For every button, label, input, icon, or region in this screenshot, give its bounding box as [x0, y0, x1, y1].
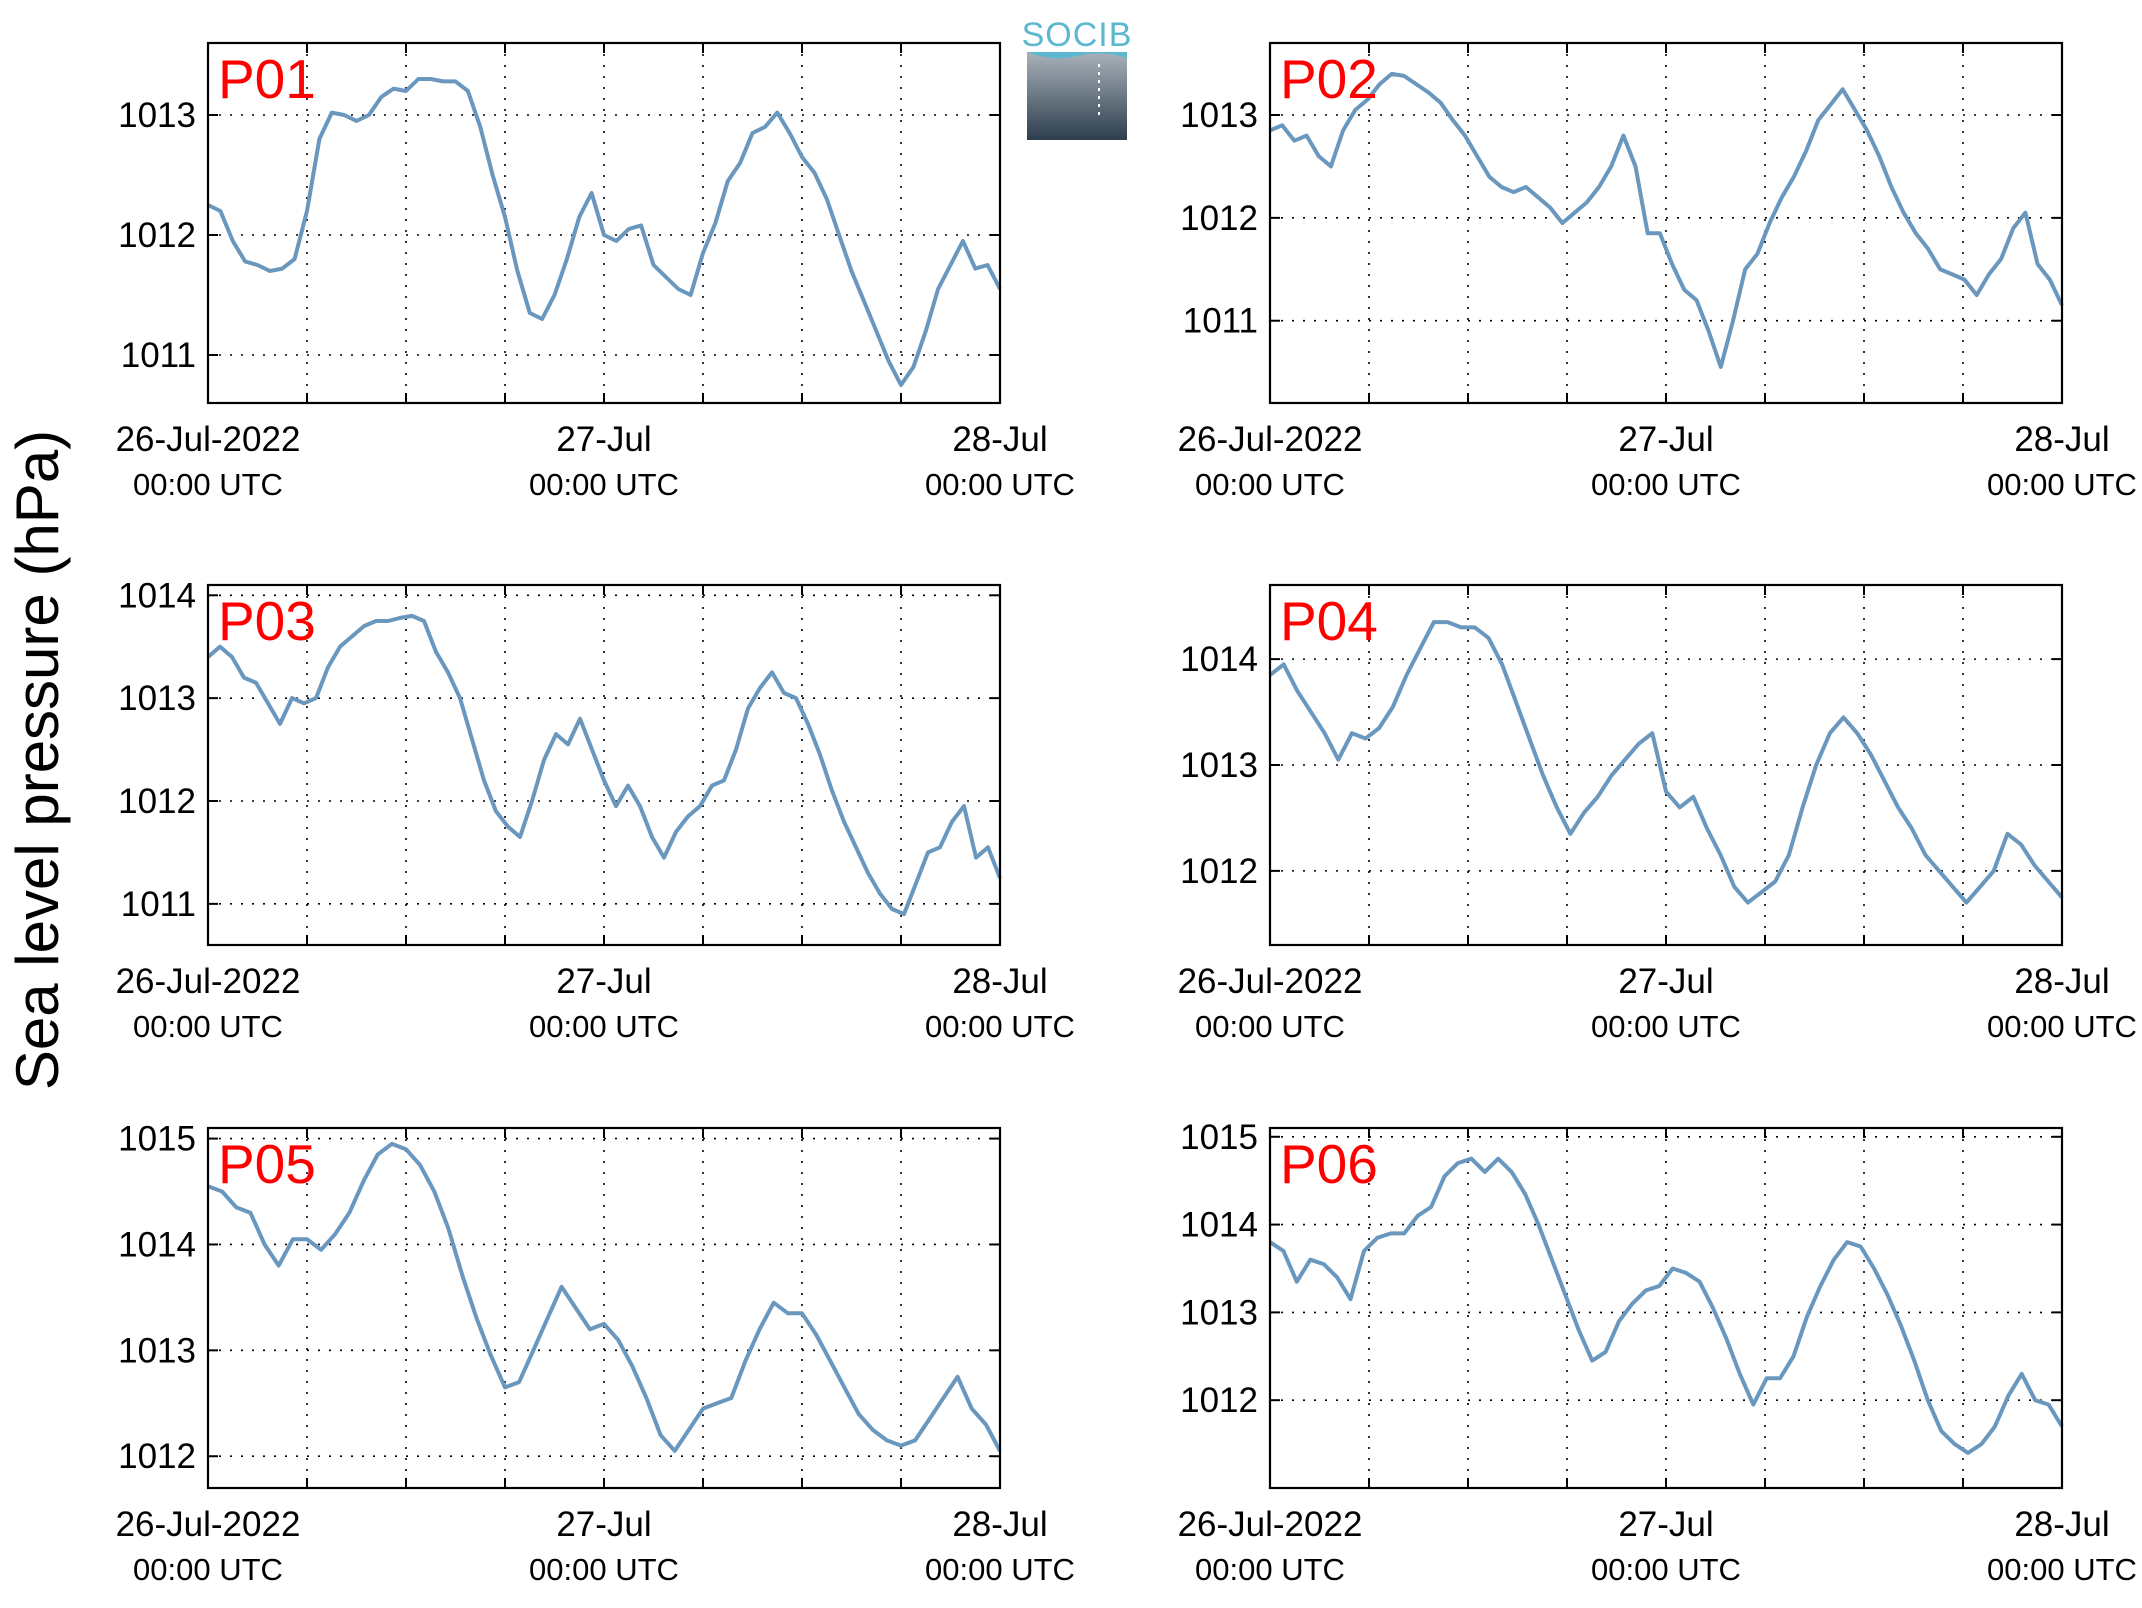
axes-frame — [206, 41, 1002, 405]
x-tick-label: 26-Jul-2022 — [116, 962, 301, 1001]
y-tick-label: 1013 — [1180, 96, 1258, 135]
y-tick-label: 1014 — [1180, 1206, 1258, 1245]
logo-wave — [1027, 52, 1127, 59]
y-tick-label: 1012 — [118, 1437, 196, 1476]
x-tick-label: 26-Jul-2022 — [116, 420, 301, 459]
panel-label: P03 — [218, 590, 316, 652]
x-tick-sublabel: 00:00 UTC — [1987, 467, 2137, 502]
y-tick-label: 1012 — [1180, 852, 1258, 891]
logo-block — [1027, 52, 1127, 140]
x-tick-label: 27-Jul — [1618, 420, 1713, 459]
series-line — [1268, 620, 2064, 905]
panel-label: P05 — [218, 1133, 316, 1195]
x-tick-label: 28-Jul — [952, 420, 1047, 459]
panel-label: P01 — [218, 48, 316, 110]
axes-frame — [206, 583, 1002, 947]
y-tick-label: 1013 — [1180, 1293, 1258, 1332]
panel-p01: 1011 1012 1013 P01 26-Jul-2022 00:00 UTC 27-Ju… — [116, 41, 1075, 502]
x-tick-label: 27-Jul — [1618, 962, 1713, 1001]
x-tick-label: 27-Jul — [556, 420, 651, 459]
y-tick-label: 1015 — [118, 1120, 196, 1159]
panel-p05: 1012 1013 1014 1015 P05 26-Jul-2022 00:00 UTC 2… — [116, 1120, 1075, 1587]
series-line — [207, 1141, 1002, 1453]
x-tick-sublabel: 00:00 UTC — [1591, 467, 1741, 502]
x-tick-label: 27-Jul — [556, 962, 651, 1001]
x-tick-label: 27-Jul — [1618, 1505, 1713, 1544]
series-line — [1269, 71, 2064, 369]
x-tick-label: 26-Jul-2022 — [1178, 1505, 1363, 1544]
panel-label: P02 — [1280, 48, 1378, 110]
panel-p02: 1011 1012 1013 P02 26-Jul-2022 00:00 UTC 27-Ju… — [1178, 41, 2137, 502]
y-tick-label: 1014 — [118, 576, 196, 615]
panel-p04: 1012 1013 1014 P04 26-Jul-2022 00:00 UTC 27-Ju… — [1178, 583, 2137, 1044]
x-tick-sublabel: 00:00 UTC — [1195, 467, 1345, 502]
x-tick-sublabel: 00:00 UTC — [529, 467, 679, 502]
x-tick-label: 26-Jul-2022 — [116, 1505, 301, 1544]
series-line — [207, 77, 1002, 387]
y-tick-label: 1012 — [118, 782, 196, 821]
x-tick-sublabel: 00:00 UTC — [133, 1552, 283, 1587]
x-tick-sublabel: 00:00 UTC — [1195, 1552, 1345, 1587]
x-tick-sublabel: 00:00 UTC — [925, 1552, 1075, 1587]
y-tick-label: 1013 — [118, 1331, 196, 1370]
x-tick-label: 28-Jul — [952, 1505, 1047, 1544]
y-axis-label: Sea level pressure (hPa) — [4, 430, 71, 1090]
x-tick-sublabel: 00:00 UTC — [1591, 1552, 1741, 1587]
y-tick-label: 1012 — [118, 216, 196, 255]
axes-frame — [206, 1126, 1002, 1490]
x-tick-label: 26-Jul-2022 — [1178, 962, 1363, 1001]
logo-text: SOCIB — [1022, 16, 1133, 54]
axes-frame — [1268, 41, 2064, 405]
y-tick-label: 1012 — [1180, 1381, 1258, 1420]
x-tick-sublabel: 00:00 UTC — [1591, 1009, 1741, 1044]
socib-logo: SOCIB — [1022, 16, 1133, 140]
x-tick-sublabel: 00:00 UTC — [1987, 1009, 2137, 1044]
y-tick-label: 1011 — [1183, 302, 1258, 341]
panel-p06: 1012 1013 1014 1015 P06 26-Jul-2022 00:00 UTC 2… — [1178, 1118, 2137, 1587]
series-line — [206, 613, 1002, 917]
panel-p03: 1011 1012 1013 1014 P03 26-Jul-2022 00:00 UTC 2… — [116, 576, 1075, 1044]
x-tick-sublabel: 00:00 UTC — [925, 1009, 1075, 1044]
panel-label: P06 — [1280, 1133, 1378, 1195]
axes-frame — [1268, 1126, 2064, 1490]
y-tick-label: 1011 — [121, 885, 196, 924]
y-tick-label: 1012 — [1180, 199, 1258, 238]
x-tick-sublabel: 00:00 UTC — [529, 1009, 679, 1044]
panel-label: P04 — [1280, 590, 1378, 652]
x-tick-label: 27-Jul — [556, 1505, 651, 1544]
y-tick-label: 1013 — [1180, 746, 1258, 785]
y-tick-label: 1015 — [1180, 1118, 1258, 1157]
y-tick-label: 1013 — [118, 96, 196, 135]
y-tick-label: 1013 — [118, 679, 196, 718]
panels: 1011 1012 1013 P01 26-Jul-2022 00:00 UTC 27-Ju… — [116, 41, 2137, 1587]
x-tick-sublabel: 00:00 UTC — [1987, 1552, 2137, 1587]
y-axis-title: Sea level pressure (hPa) — [4, 430, 71, 1090]
x-tick-label: 28-Jul — [952, 962, 1047, 1001]
x-tick-label: 28-Jul — [2014, 1505, 2109, 1544]
y-tick-label: 1014 — [1180, 640, 1258, 679]
axes-frame — [1268, 583, 2064, 947]
y-tick-label: 1014 — [118, 1225, 196, 1264]
x-tick-sublabel: 00:00 UTC — [925, 467, 1075, 502]
y-tick-label: 1011 — [121, 336, 196, 375]
x-tick-sublabel: 00:00 UTC — [133, 467, 283, 502]
x-tick-label: 26-Jul-2022 — [1178, 420, 1363, 459]
series-line — [1268, 1156, 2064, 1455]
x-tick-sublabel: 00:00 UTC — [529, 1552, 679, 1587]
x-tick-sublabel: 00:00 UTC — [1195, 1009, 1345, 1044]
x-tick-label: 28-Jul — [2014, 962, 2109, 1001]
x-tick-label: 28-Jul — [2014, 420, 2109, 459]
x-tick-sublabel: 00:00 UTC — [133, 1009, 283, 1044]
